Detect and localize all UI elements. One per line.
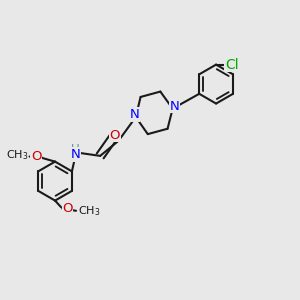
Text: O: O <box>62 202 73 215</box>
Text: N: N <box>71 148 81 161</box>
Text: N: N <box>169 100 179 113</box>
Text: O: O <box>31 150 41 163</box>
Text: CH$_3$: CH$_3$ <box>6 148 28 162</box>
Text: Cl: Cl <box>225 58 239 72</box>
Text: N: N <box>129 108 139 121</box>
Text: CH$_3$: CH$_3$ <box>77 204 100 218</box>
Text: H: H <box>71 143 80 156</box>
Text: O: O <box>110 129 120 142</box>
